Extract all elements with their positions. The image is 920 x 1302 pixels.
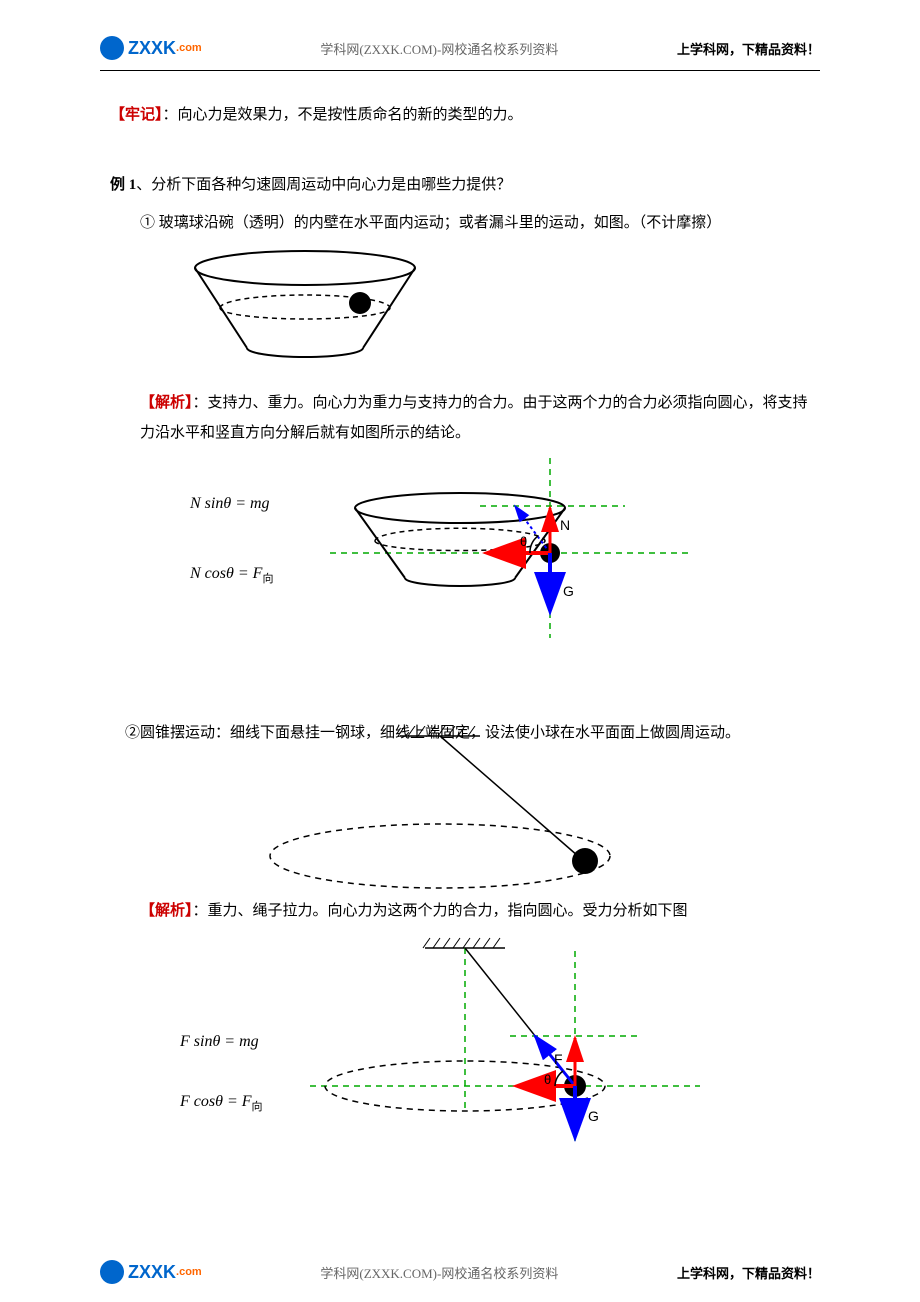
g-label-2: G — [588, 1108, 599, 1124]
theta-label-1: θ — [520, 534, 527, 549]
footer-right-text: 上学科网，下精品资料！ — [677, 1263, 820, 1282]
eq2: N cosθ = F向 — [190, 558, 273, 590]
eq4: F cosθ = F向 — [180, 1086, 263, 1118]
footer-mid-text: 学科网(ZXXK.COM)-网校通名校系列资料 — [202, 1263, 677, 1282]
pendulum2-svg: θ F G — [300, 936, 720, 1146]
logo: ZXXK.com — [100, 36, 202, 60]
pendulum1-svg — [230, 726, 680, 906]
logo-sub: .com — [176, 42, 202, 54]
footer-logo-main: ZXXK — [128, 1262, 176, 1283]
example-para: 例 1、分析下面各种匀速圆周运动中向心力是由哪些力提供？ — [110, 170, 810, 200]
example-label: 例 1 — [110, 177, 136, 193]
hatch2 — [423, 938, 505, 948]
figure-pendulum2: F sinθ = mg F cosθ = F向 — [110, 936, 810, 1136]
footer-logo-icon — [100, 1260, 124, 1284]
analysis2-label: 【解析】 — [140, 903, 193, 919]
hatch1 — [398, 726, 480, 736]
header-divider — [100, 70, 820, 71]
logo-main: ZXXK — [128, 38, 176, 59]
figure-bowl2: N sinθ = mg N cosθ = F向 — [110, 458, 810, 638]
example-text: 、分析下面各种匀速圆周运动中向心力是由哪些力提供？ — [136, 177, 511, 193]
analysis1-text: ：支持力、重力。向心力为重力与支持力的合力。由于这两个力的合力必须指向圆心，将支… — [140, 395, 808, 441]
f-label: F — [554, 1051, 563, 1067]
analysis1-para: 【解析】：支持力、重力。向心力为重力与支持力的合力。由于这两个力的合力必须指向圆… — [110, 388, 810, 448]
figure-bowl1 — [110, 248, 810, 368]
eq1: N sinθ = mg — [190, 488, 270, 520]
memo-para: 【牢记】：向心力是效果力，不是按性质命名的新的类型的力。 — [110, 100, 810, 130]
eq3: F sinθ = mg — [180, 1026, 259, 1058]
page-header: ZXXK.com 学科网(ZXXK.COM)-网校通名校系列资料 上学科网，下精… — [0, 36, 920, 60]
g-label-1: G — [563, 583, 574, 599]
bowl1-svg — [190, 248, 420, 368]
analysis1-label: 【解析】 — [140, 395, 193, 411]
bowl2-svg: θ N G — [320, 458, 700, 638]
page-footer: ZXXK.com 学科网(ZXXK.COM)-网校通名校系列资料 上学科网，下精… — [0, 1260, 920, 1284]
footer-logo: ZXXK.com — [100, 1260, 202, 1284]
header-mid-text: 学科网(ZXXK.COM)-网校通名校系列资料 — [202, 39, 677, 58]
n-label: N — [560, 517, 570, 533]
item1-para: ① 玻璃球沿碗（透明）的内壁在水平面内运动；或者漏斗里的运动，如图。（不计摩擦） — [110, 208, 810, 238]
figure-pendulum1 — [110, 726, 810, 886]
footer-logo-sub: .com — [176, 1266, 202, 1278]
header-right-text: 上学科网，下精品资料！ — [677, 39, 820, 58]
theta-label-2: θ — [544, 1072, 551, 1087]
memo-text: ：向心力是效果力，不是按性质命名的新的类型的力。 — [163, 107, 523, 123]
main-content: 【牢记】：向心力是效果力，不是按性质命名的新的类型的力。 例 1、分析下面各种匀… — [110, 100, 810, 1146]
memo-label: 【牢记】 — [110, 107, 163, 123]
logo-icon — [100, 36, 124, 60]
